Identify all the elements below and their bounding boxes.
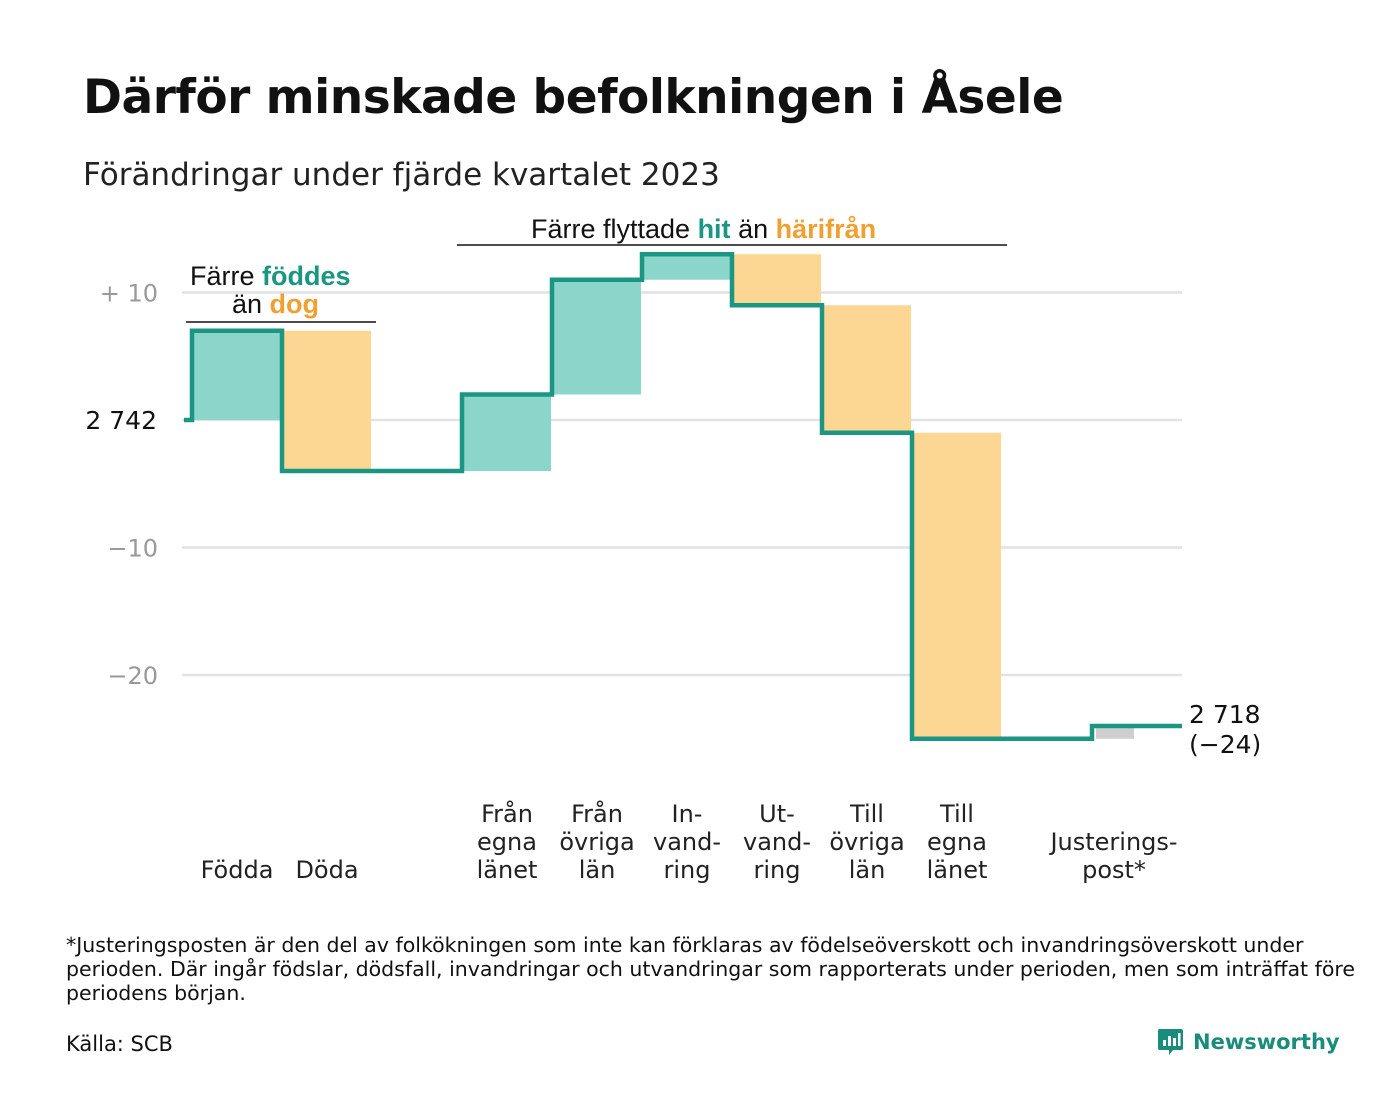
newsworthy-logo-icon xyxy=(1158,1029,1183,1055)
footnote: *Justeringsposten är den del av folkökni… xyxy=(66,933,1355,1005)
waterfall-bar xyxy=(822,305,911,433)
waterfall-bar xyxy=(552,279,641,395)
annotation-migration: Färre flyttade hit än härifrån xyxy=(531,214,876,244)
waterfall-bar xyxy=(462,394,551,471)
brand-logo[interactable]: Newsworthy xyxy=(1157,1027,1340,1057)
brand-name: Newsworthy xyxy=(1193,1030,1340,1054)
category-label: län xyxy=(849,856,886,884)
category-label: övriga xyxy=(559,828,634,856)
end-value-label: 2 718 xyxy=(1189,700,1261,729)
category-label: egna xyxy=(927,828,987,856)
category-label: egna xyxy=(477,828,537,856)
category-label: Födda xyxy=(201,856,274,884)
category-label: ring xyxy=(664,856,711,884)
category-label: Justerings- xyxy=(1048,828,1177,856)
chart-subtitle: Förändringar under fjärde kvartalet 2023 xyxy=(83,157,720,193)
category-label: övriga xyxy=(829,828,904,856)
category-label: Från xyxy=(481,799,533,828)
category-label: Från xyxy=(571,799,623,828)
waterfall-bar xyxy=(642,254,731,280)
chart-title: Därför minskade befolkningen i Åsele xyxy=(83,70,1064,125)
category-label: länet xyxy=(477,856,538,884)
end-change-label: (−24) xyxy=(1189,730,1261,759)
waterfall-bar xyxy=(282,330,371,471)
category-label: post* xyxy=(1082,856,1146,884)
y-tick-label: −10 xyxy=(107,535,158,563)
y-tick-label: −20 xyxy=(107,662,158,690)
category-label: län xyxy=(579,856,616,884)
cumulative-step-line xyxy=(184,252,1182,741)
category-label: länet xyxy=(927,856,988,884)
category-label: vand- xyxy=(743,828,811,856)
source-label: Källa: SCB xyxy=(66,1032,173,1056)
category-label: Till xyxy=(939,800,974,828)
annotation-births-deaths: Färre föddes xyxy=(190,261,351,291)
category-label: ring xyxy=(754,856,801,884)
category-label: Döda xyxy=(295,856,358,884)
start-value-label: 2 742 xyxy=(85,406,157,435)
annotation-births-deaths-line2: än dog xyxy=(232,289,319,319)
category-label: vand- xyxy=(653,828,721,856)
y-tick-label: + 10 xyxy=(100,280,158,308)
category-label: Till xyxy=(849,800,884,828)
waterfall-bar xyxy=(192,330,281,420)
waterfall-bar xyxy=(912,432,1001,739)
category-label: In- xyxy=(672,800,703,828)
category-label: Ut- xyxy=(759,800,795,828)
waterfall-bar xyxy=(1096,726,1134,739)
waterfall-bar xyxy=(732,254,821,306)
